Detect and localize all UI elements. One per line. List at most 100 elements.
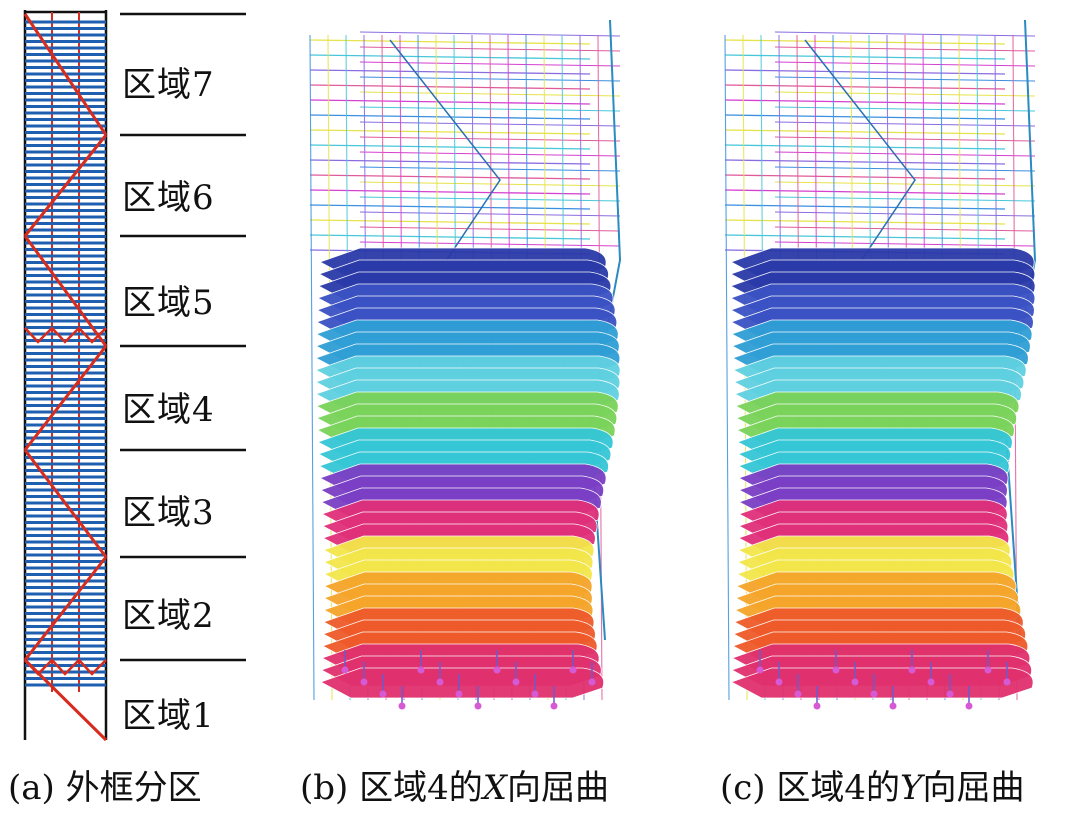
brace-diagonal xyxy=(23,235,108,347)
support-node xyxy=(889,702,897,710)
support-node xyxy=(870,690,878,698)
zone-separators xyxy=(120,12,246,662)
brace-diagonal xyxy=(23,13,108,136)
frame-elevation-svg xyxy=(23,10,246,742)
frame-beam xyxy=(774,181,1036,187)
frame-beam xyxy=(724,54,1006,60)
brace-diagonal xyxy=(23,556,108,661)
buckling-model-y xyxy=(705,0,1080,745)
frame-beam xyxy=(724,159,1006,165)
support-node xyxy=(493,666,501,674)
model-x-deformed-floors xyxy=(314,247,621,699)
frame-beam xyxy=(309,39,591,45)
frame-beam xyxy=(724,219,1006,225)
frame-beam xyxy=(309,189,591,195)
frame-beam xyxy=(774,211,1036,217)
frame-beam xyxy=(724,39,1006,45)
frame-beam xyxy=(724,234,1006,240)
frame-beam xyxy=(774,196,1036,202)
brace-diagonal xyxy=(23,134,108,237)
frame-beam xyxy=(359,151,621,157)
floor-plate xyxy=(730,667,1034,699)
frame-beam xyxy=(774,151,1036,157)
frame-beam xyxy=(359,181,621,187)
caption-b-axis: X xyxy=(482,768,507,808)
buckling-model-x-svg xyxy=(309,19,622,710)
model-y-deformed-floors xyxy=(729,247,1036,699)
support-node xyxy=(908,666,916,674)
support-node xyxy=(474,702,482,710)
support-node xyxy=(455,690,463,698)
support-node xyxy=(984,666,992,674)
frame-beam xyxy=(724,69,1006,75)
frame-beam xyxy=(774,241,1036,247)
frame-beam xyxy=(724,144,1006,150)
support-node xyxy=(436,678,444,686)
frame-beam xyxy=(309,234,591,240)
support-node xyxy=(775,678,783,686)
frame-beam xyxy=(359,226,621,232)
caption-c: (c) 区域4的Y向屈曲 xyxy=(720,760,1024,809)
support-node xyxy=(756,666,764,674)
frame-beam xyxy=(724,84,1006,90)
support-node xyxy=(927,678,935,686)
caption-c-axis: Y xyxy=(900,768,923,808)
support-node xyxy=(360,678,368,686)
floor-lines xyxy=(25,20,106,687)
zone-label-1: 区域1 xyxy=(122,696,215,736)
exterior-frame-diagram: 区域7 区域6 区域5 区域4 区域3 区域2 区域1 xyxy=(0,0,260,745)
frame-beam xyxy=(359,196,621,202)
support-node xyxy=(379,690,387,698)
frame-beam xyxy=(309,174,591,180)
brace-diagonal xyxy=(23,449,108,558)
frame-beam xyxy=(724,174,1006,180)
frame-beam xyxy=(724,204,1006,210)
brace-chevron xyxy=(24,326,107,344)
frame-beam xyxy=(309,69,591,75)
frame-beam xyxy=(724,189,1006,195)
frame-beam xyxy=(774,226,1036,232)
brace-chevron xyxy=(24,658,107,676)
frame-beam xyxy=(724,129,1006,135)
caption-b-suffix: 向屈曲 xyxy=(506,768,609,808)
frame-beam xyxy=(359,31,621,37)
caption-a: (a) 外框分区 xyxy=(8,768,202,808)
caption-b: (b) 区域4的X向屈曲 xyxy=(300,760,609,809)
support-node xyxy=(813,702,821,710)
support-node xyxy=(550,702,558,710)
support-node xyxy=(851,678,859,686)
floor-plate xyxy=(319,667,604,699)
support-node xyxy=(946,690,954,698)
frame-beam xyxy=(309,159,591,165)
support-node xyxy=(398,702,406,710)
support-node xyxy=(512,678,520,686)
frame-beam xyxy=(724,99,1006,105)
frame-beam xyxy=(774,31,1036,37)
support-node xyxy=(531,690,539,698)
frame-beam xyxy=(309,219,591,225)
brace-diagonal xyxy=(23,345,108,451)
frame-beam xyxy=(774,166,1036,172)
support-node xyxy=(588,678,596,686)
caption-b-prefix: (b) 区域4的 xyxy=(300,768,483,808)
zone-label-6: 区域6 xyxy=(122,178,215,218)
zone-label-5: 区域5 xyxy=(122,283,215,323)
braces xyxy=(23,13,108,742)
support-node xyxy=(417,666,425,674)
frame-beam xyxy=(359,241,621,247)
model-x-supports xyxy=(341,650,596,710)
support-node xyxy=(341,666,349,674)
caption-c-prefix: (c) 区域4的 xyxy=(720,768,901,808)
zone-label-7: 区域7 xyxy=(122,65,215,105)
caption-c-suffix: 向屈曲 xyxy=(922,768,1025,808)
buckling-model-x xyxy=(290,0,670,745)
support-node xyxy=(794,690,802,698)
buckling-model-y-svg xyxy=(724,19,1037,710)
zone-label-4: 区域4 xyxy=(122,390,215,430)
frame-beam xyxy=(774,136,1036,142)
support-node xyxy=(832,666,840,674)
frame-beam xyxy=(309,204,591,210)
support-node xyxy=(569,666,577,674)
support-node xyxy=(1003,678,1011,686)
frame-beam xyxy=(309,84,591,90)
